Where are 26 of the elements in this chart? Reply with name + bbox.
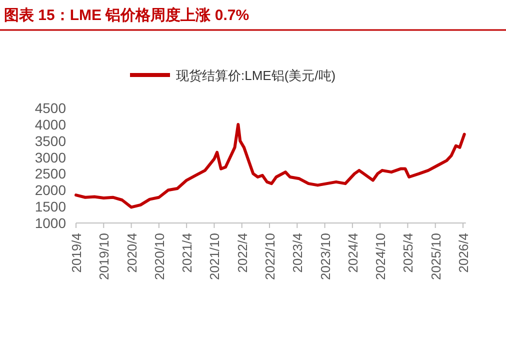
x-tick-label: 2024/10: [373, 233, 388, 280]
chart-title: 图表 15：LME 铝价格周度上涨 0.7%: [4, 6, 250, 24]
x-tick-label: 2022/10: [262, 233, 278, 280]
y-tick-label: 3500: [34, 132, 66, 149]
x-tick-label: 2020/4: [124, 233, 140, 273]
x-tick-label: 2025/4: [400, 233, 416, 273]
legend-label: 现货结算价:LME铝(美元/吨): [176, 68, 336, 83]
y-tick-label: 4500: [34, 100, 66, 116]
y-tick-label: 2000: [34, 182, 66, 198]
x-tick-label: 2026/4: [456, 233, 471, 273]
x-tick-label: 2021/4: [180, 233, 195, 273]
x-tick-label: 2019/10: [96, 233, 112, 280]
x-tick-label: 2021/10: [207, 233, 222, 280]
x-tick-label: 2023/10: [318, 233, 333, 280]
x-tick-label: 2020/10: [152, 233, 167, 280]
y-tick-label: 1000: [34, 215, 66, 231]
y-tick-label: 3000: [34, 149, 66, 166]
y-tick-label: 1500: [34, 198, 66, 215]
y-tick-label: 4000: [34, 116, 66, 132]
x-tick-label: 2024/4: [345, 233, 360, 273]
x-tick-label: 2019/4: [69, 233, 84, 273]
y-tick-label: 2500: [34, 166, 66, 182]
x-tick-label: 2023/4: [290, 233, 306, 273]
x-tick-label: 2022/4: [234, 233, 250, 273]
x-tick-label: 2025/10: [428, 233, 444, 280]
line-series: [74, 122, 466, 209]
